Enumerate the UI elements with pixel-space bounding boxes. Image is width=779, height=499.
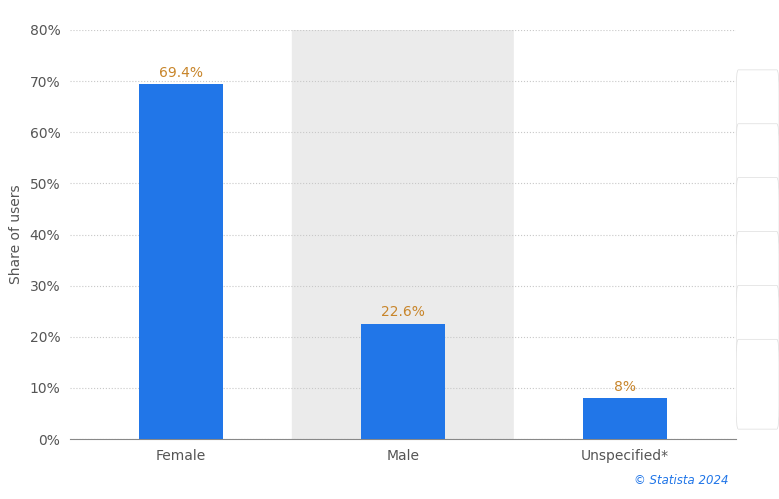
Text: © Statista 2024: © Statista 2024 [634,474,728,487]
FancyBboxPatch shape [736,232,779,321]
FancyBboxPatch shape [736,70,779,160]
FancyBboxPatch shape [736,124,779,214]
Bar [514,30,736,439]
Bar [583,398,668,439]
Text: 8%: 8% [614,380,636,394]
FancyBboxPatch shape [736,178,779,267]
FancyBboxPatch shape [736,285,779,375]
FancyBboxPatch shape [736,339,779,429]
Bar [292,30,514,439]
Y-axis label: Share of users: Share of users [9,185,23,284]
Bar [361,323,446,439]
Text: 69.4%: 69.4% [159,66,203,80]
Bar [70,30,292,439]
Bar [139,84,224,439]
Text: 22.6%: 22.6% [381,305,425,319]
